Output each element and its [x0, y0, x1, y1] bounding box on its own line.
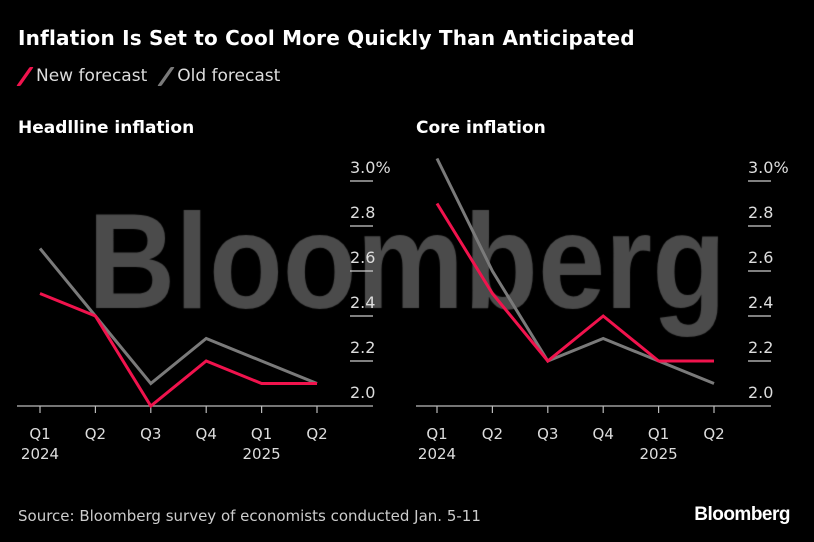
legend-label: New forecast	[36, 66, 148, 86]
old-forecast-line	[38, 247, 318, 386]
x-year-label: 2025	[243, 445, 281, 463]
x-year-label: 2024	[21, 445, 59, 463]
y-tick-label: 2.6	[748, 248, 773, 267]
y-tick-label: 2.4	[748, 293, 773, 312]
x-tick-label: Q1	[29, 425, 50, 443]
legend: New forecast Old forecast	[16, 66, 292, 86]
x-tick-label: Q1	[426, 425, 447, 443]
x-year-label: 2024	[418, 445, 456, 463]
x-tick-label: Q1	[648, 425, 669, 443]
y-tick-label: 2.2	[350, 338, 375, 357]
chart-title: Inflation Is Set to Cool More Quickly Th…	[18, 26, 635, 50]
x-tick-label: Q2	[306, 425, 327, 443]
y-tick-label: 2.4	[350, 293, 375, 312]
headline-subtitle: Headlline inflation	[18, 118, 195, 138]
y-tick-label: 2.0	[748, 383, 773, 402]
new-forecast-line	[39, 292, 317, 409]
x-tick-label: Q1	[251, 425, 272, 443]
y-tick-label: 2.0	[350, 383, 375, 402]
old-forecast-line	[435, 157, 715, 385]
y-tick-label: 2.6	[350, 248, 375, 267]
y-tick-label: 2.8	[350, 203, 375, 222]
legend-item-old: Old forecast	[157, 66, 281, 86]
y-tick-label: 3.0%	[748, 158, 789, 177]
x-tick-label: Q2	[85, 425, 106, 443]
x-tick-label: Q2	[703, 425, 724, 443]
x-tick-label: Q4	[593, 425, 614, 443]
legend-label: Old forecast	[177, 66, 281, 86]
legend-item-new: New forecast	[16, 66, 148, 86]
x-tick-label: Q2	[482, 425, 503, 443]
x-tick-label: Q3	[140, 425, 161, 443]
x-year-label: 2025	[640, 445, 678, 463]
x-tick-label: Q4	[196, 425, 217, 443]
core-subtitle: Core inflation	[416, 118, 546, 138]
y-tick-label: 2.8	[748, 203, 773, 222]
source-note: Source: Bloomberg survey of economists c…	[18, 507, 481, 525]
bloomberg-logo: Bloomberg	[694, 504, 790, 525]
x-tick-label: Q3	[537, 425, 558, 443]
y-tick-label: 3.0%	[350, 158, 391, 177]
y-tick-label: 2.2	[748, 338, 773, 357]
new-forecast-line	[435, 202, 714, 364]
